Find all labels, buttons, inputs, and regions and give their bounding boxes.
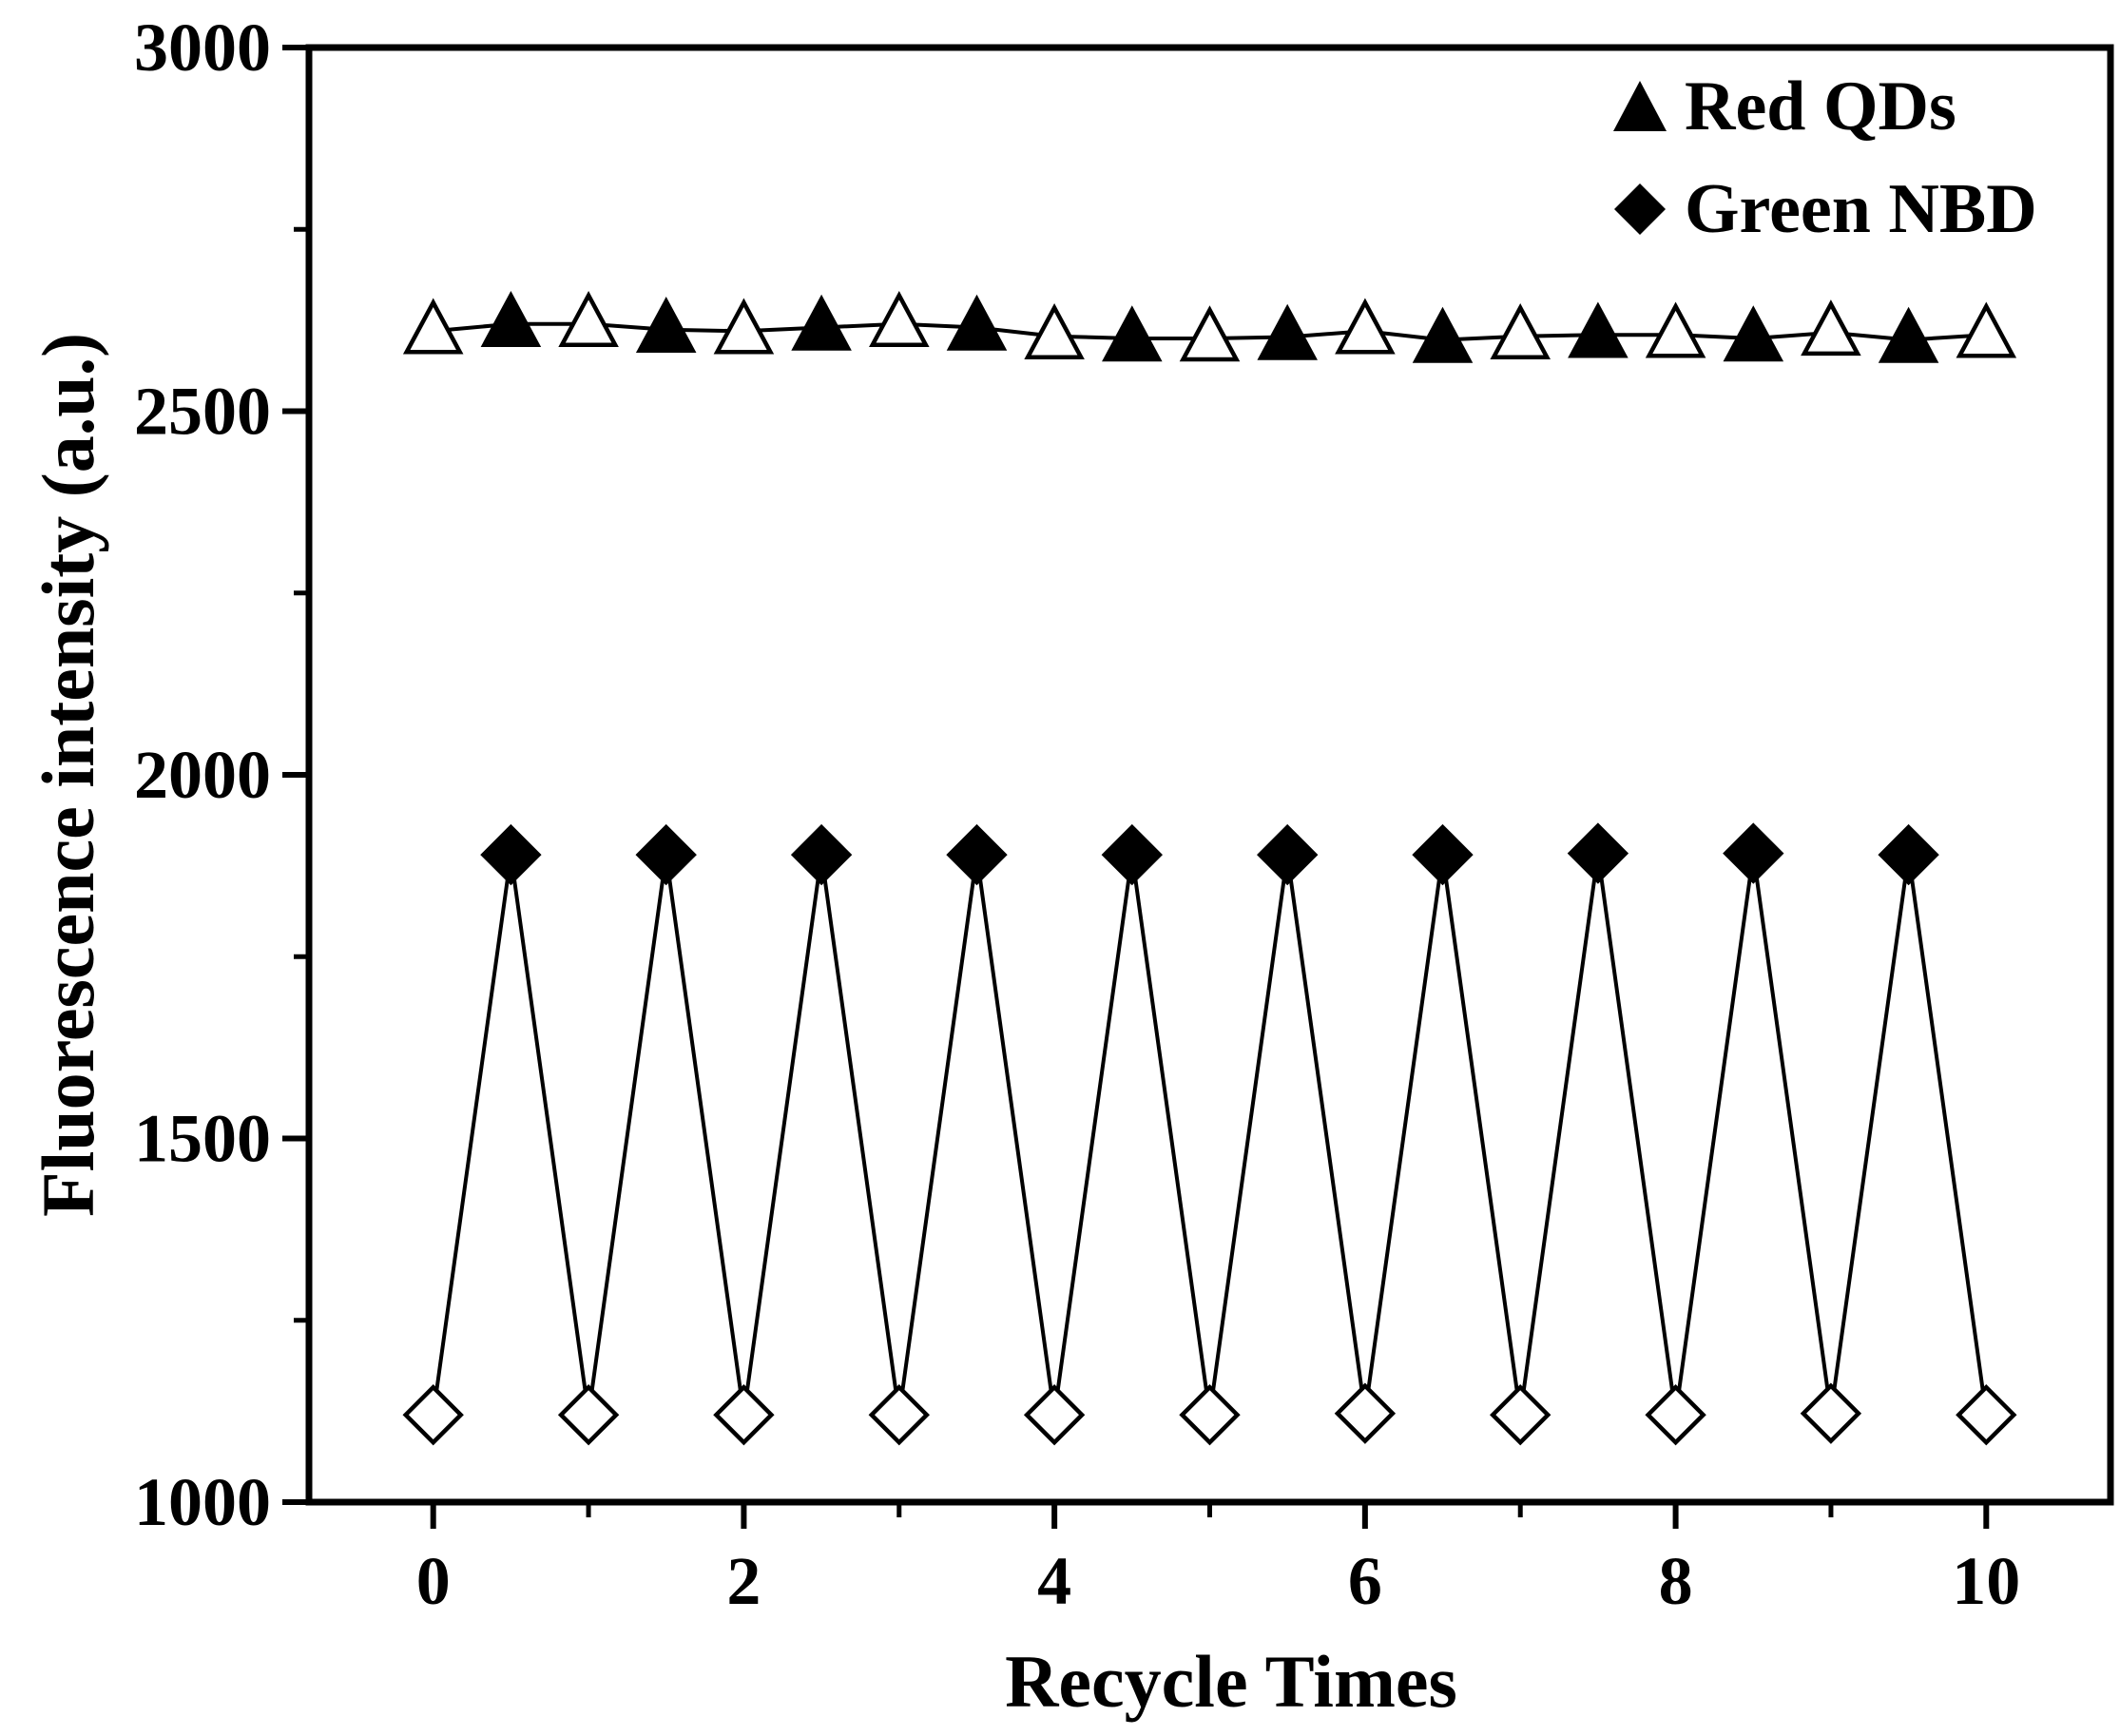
red-qds-point [1257, 303, 1318, 360]
red-qds-point [1645, 301, 1706, 358]
green-nbd-point [635, 823, 697, 886]
y-tick-label: 2500 [134, 374, 271, 450]
red-qds-point [1801, 299, 1861, 357]
green-nbd-point [480, 823, 542, 886]
red-qds-point [480, 290, 542, 347]
green-nbd-point [1567, 822, 1629, 884]
green-nbd-point [1956, 1384, 2017, 1446]
series-markers [402, 290, 2017, 1446]
x-tick-label: 8 [1659, 1543, 1693, 1619]
x-tick-label: 0 [416, 1543, 451, 1619]
green-nbd-point [1800, 1382, 1862, 1444]
green-nbd-point [713, 1384, 775, 1446]
red-qds-point [1024, 302, 1085, 359]
red-qds-point [1412, 306, 1474, 363]
plot-frame [305, 44, 2114, 1506]
x-tick-label: 4 [1037, 1543, 1071, 1619]
red-qds-point [713, 298, 775, 355]
y-axis: 1000 1500 2000 2500 3000 [134, 10, 309, 1540]
green-nbd-point [946, 823, 1008, 886]
red-qds-point [1723, 305, 1784, 362]
y-tick-label: 1000 [134, 1464, 271, 1540]
green-nbd-point [557, 1384, 620, 1446]
legend-label-red-qds: Red QDs [1685, 68, 1956, 145]
red-qds-point [635, 297, 697, 354]
x-axis-title: Recycle Times [1005, 1640, 1457, 1723]
green-nbd-point [1878, 823, 1939, 886]
y-tick-label: 1500 [134, 1101, 271, 1177]
red-qds-point [1179, 305, 1241, 362]
green-nbd-point [868, 1384, 930, 1446]
red-qds-point [1956, 301, 2017, 358]
legend-diamond-icon [1614, 183, 1666, 235]
green-nbd-point [1412, 823, 1474, 886]
red-qds-point [1102, 305, 1163, 362]
y-axis-title: Fluorescence intensity (a.u.) [27, 333, 109, 1217]
green-nbd-point [1490, 1384, 1551, 1446]
red-qds-point [402, 298, 464, 355]
green-nbd-point [1334, 1382, 1397, 1444]
legend-label-green-nbd: Green NBD [1685, 170, 2037, 248]
green-nbd-point [1257, 823, 1319, 886]
red-qds-point [558, 290, 619, 347]
red-qds-point [1335, 298, 1396, 355]
x-tick-label: 6 [1348, 1543, 1382, 1619]
green-nbd-point [402, 1384, 464, 1446]
legend: Red QDs Green NBD [1613, 68, 2037, 248]
x-axis: 0 2 4 6 8 10 [416, 1502, 2020, 1619]
red-qds-point [1568, 301, 1629, 358]
green-nbd-point [1023, 1384, 1086, 1446]
green-nbd-point [1723, 822, 1784, 884]
red-qds-point [1878, 306, 1939, 363]
x-tick-label: 10 [1952, 1543, 2020, 1619]
red-qds-point [946, 294, 1008, 351]
green-nbd-point [790, 823, 853, 886]
green-nbd-point [1179, 1384, 1241, 1446]
y-tick-label: 2000 [134, 737, 271, 813]
red-qds-point [869, 290, 930, 347]
green-nbd-point [1645, 1384, 1706, 1446]
x-tick-label: 2 [726, 1543, 761, 1619]
red-qds-point [1490, 302, 1551, 359]
green-nbd-point [1101, 823, 1163, 886]
red-qds-point [791, 294, 852, 351]
y-tick-label: 3000 [134, 10, 271, 86]
legend-triangle-icon [1613, 81, 1667, 131]
series-line-1 [431, 853, 1989, 1416]
